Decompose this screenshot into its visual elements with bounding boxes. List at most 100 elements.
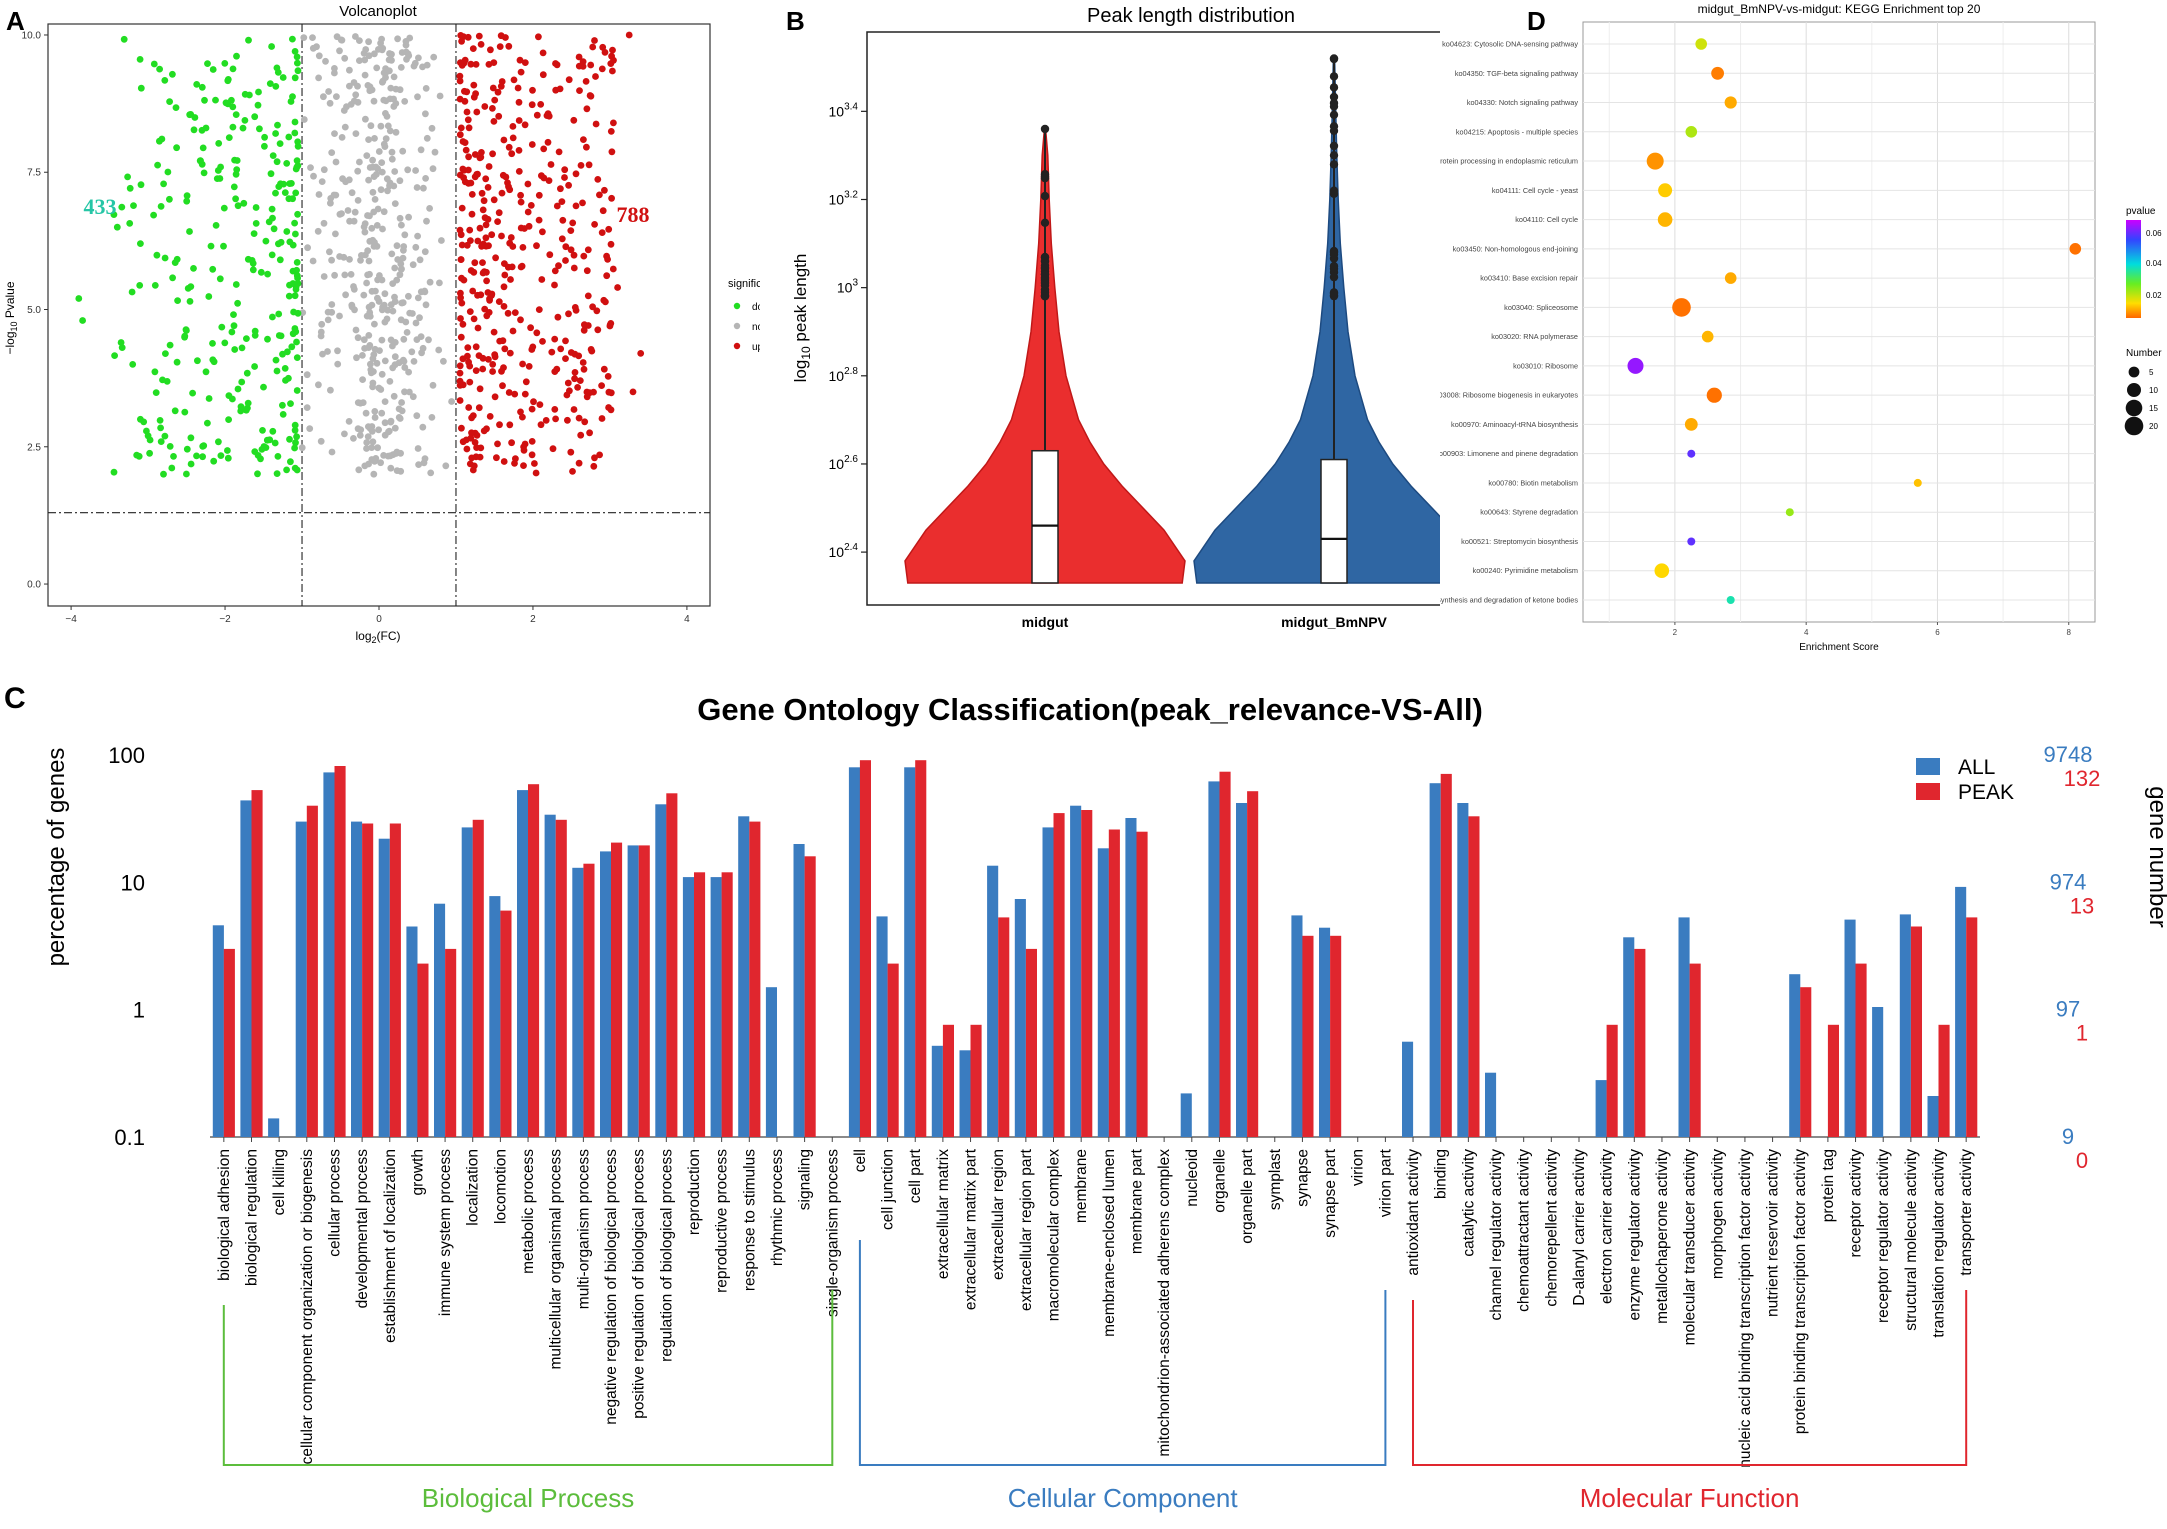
point-up (492, 254, 499, 262)
point-no (320, 273, 328, 280)
point-down (293, 433, 300, 441)
point-up (458, 424, 465, 432)
point-up (555, 262, 562, 270)
violin-outlier (1040, 173, 1050, 183)
point-no (400, 335, 408, 343)
point-up (586, 429, 593, 437)
point-down (243, 335, 250, 342)
point-down (244, 255, 252, 263)
category-label: positive regulation of biological proces… (631, 1149, 648, 1419)
point-up (474, 237, 482, 245)
point-up (608, 194, 615, 202)
point-down (273, 64, 281, 72)
pathway-label: ko03450: Non-homologous end-joining (1453, 244, 1578, 253)
point-no (328, 301, 336, 308)
point-no (371, 196, 379, 203)
bar-peak (555, 819, 567, 1137)
point-up (458, 274, 465, 282)
point-up (580, 252, 588, 260)
point-down (264, 270, 271, 278)
point-up (548, 348, 556, 356)
point-no (442, 462, 450, 470)
point-no (414, 232, 421, 240)
point-up (456, 77, 464, 85)
point-up (528, 451, 536, 459)
point-no (422, 175, 429, 182)
category-label: structural molecule activity (1903, 1149, 1920, 1331)
point-no (340, 107, 348, 114)
point-up (471, 151, 479, 158)
point-down (136, 282, 144, 289)
bar-peak (417, 963, 429, 1137)
violin-outlier (1040, 253, 1050, 262)
point-down (187, 460, 195, 468)
point-up (572, 202, 580, 210)
kegg-title: midgut_BmNPV-vs-midgut: KEGG Enrichment … (1698, 2, 1981, 16)
pathway-label: ko03040: Spliceosome (1504, 303, 1578, 312)
point-up (547, 161, 555, 168)
point-up (479, 365, 487, 373)
category-label: antioxidant activity (1405, 1149, 1422, 1276)
point-no (387, 301, 395, 309)
point-up (601, 49, 609, 56)
point-no (366, 212, 373, 220)
volcano-panel: A Volcanoplot −4 −2 0 2 4 0.0 2.5 5.0 7.5 10.0 4… (0, 0, 760, 660)
point-no (392, 128, 400, 136)
point-up (571, 375, 578, 383)
point-down (279, 74, 287, 81)
point-no (420, 184, 427, 192)
category-label: membrane-enclosed lumen (1101, 1149, 1118, 1337)
point-no (322, 57, 329, 65)
point-no (318, 320, 326, 328)
point-up (528, 346, 536, 353)
point-up (483, 312, 491, 320)
point-down (212, 96, 219, 104)
kegg-point (1785, 508, 1794, 517)
category-label: chemorepellent activity (1543, 1149, 1560, 1307)
point-down (231, 346, 239, 353)
point-up (580, 136, 587, 144)
point-up (457, 315, 464, 322)
point-down (269, 152, 277, 160)
point-up (497, 82, 505, 90)
point-no (378, 306, 386, 314)
point-no (328, 308, 336, 316)
point-up (457, 231, 465, 239)
bar-peak (721, 872, 733, 1137)
point-no (315, 52, 323, 60)
point-no (336, 47, 343, 55)
point-down (293, 338, 300, 346)
point-no (416, 256, 424, 264)
point-down (150, 60, 158, 68)
point-no (363, 445, 370, 452)
point-down (190, 265, 197, 272)
point-down (267, 170, 275, 178)
kegg-x-ticks: 2 4 6 8 (1673, 622, 2072, 637)
point-no (365, 38, 372, 46)
point-down (113, 223, 121, 231)
point-no (399, 147, 407, 155)
point-no (352, 91, 360, 99)
point-down (272, 356, 280, 364)
category-label: multi-organism process (575, 1149, 592, 1309)
pathway-label: ko00521: Streptomycin biosynthesis (1461, 537, 1578, 546)
point-no (360, 291, 368, 299)
point-down (170, 453, 177, 460)
point-no (320, 93, 327, 101)
point-up (591, 37, 598, 44)
point-up (491, 353, 499, 361)
point-down (232, 170, 240, 178)
point-no (317, 437, 325, 445)
y-tick-label-right-peak: 13 (2070, 893, 2094, 918)
point-no (324, 348, 331, 355)
point-down (161, 432, 169, 440)
point-up (538, 276, 546, 283)
point-up (569, 468, 576, 475)
point-no (347, 271, 355, 278)
panel-label-d: D (1527, 6, 1546, 36)
point-up (470, 81, 478, 89)
point-down (216, 275, 224, 283)
point-no (354, 167, 362, 175)
point-no (396, 271, 404, 279)
point-up (471, 439, 479, 446)
